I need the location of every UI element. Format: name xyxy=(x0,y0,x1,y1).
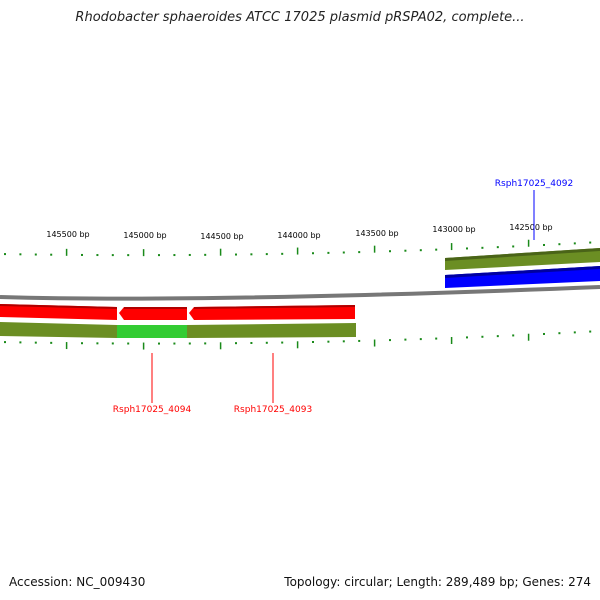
track-shade xyxy=(445,266,600,278)
tick-label: 144500 bp xyxy=(200,232,243,241)
genome-summary: Topology: circular; Length: 289,489 bp; … xyxy=(284,575,591,589)
gene-Rsph17025_4092[interactable] xyxy=(445,266,600,288)
tick-label: 144000 bp xyxy=(277,231,320,240)
gene-Rsph17025_4094[interactable] xyxy=(119,307,187,320)
track-shade xyxy=(0,304,355,309)
tick-label: 145000 bp xyxy=(123,231,166,240)
gene-label[interactable]: Rsph17025_4093 xyxy=(234,405,312,415)
gc-track-highlight xyxy=(117,325,187,338)
accession-label: Accession: NC_009430 xyxy=(9,575,146,589)
gc-track-segment xyxy=(187,323,356,338)
tick-label: 143500 bp xyxy=(355,229,398,238)
track-shade xyxy=(445,248,600,261)
gene-label[interactable]: Rsph17025_4092 xyxy=(495,179,573,189)
ticks-inner xyxy=(4,330,592,350)
tick-label: 145500 bp xyxy=(46,230,89,239)
map-title: Rhodobacter sphaeroides ATCC 17025 plasm… xyxy=(75,10,525,25)
gc-track-segment xyxy=(0,322,117,338)
gene-Rsph17025_4093[interactable] xyxy=(189,305,355,320)
tick-label: 142500 bp xyxy=(509,223,552,232)
gene-label[interactable]: Rsph17025_4094 xyxy=(113,405,192,415)
ticks-outer xyxy=(4,239,592,257)
genome-backbone xyxy=(0,285,600,301)
tick-label: 143000 bp xyxy=(432,225,475,234)
